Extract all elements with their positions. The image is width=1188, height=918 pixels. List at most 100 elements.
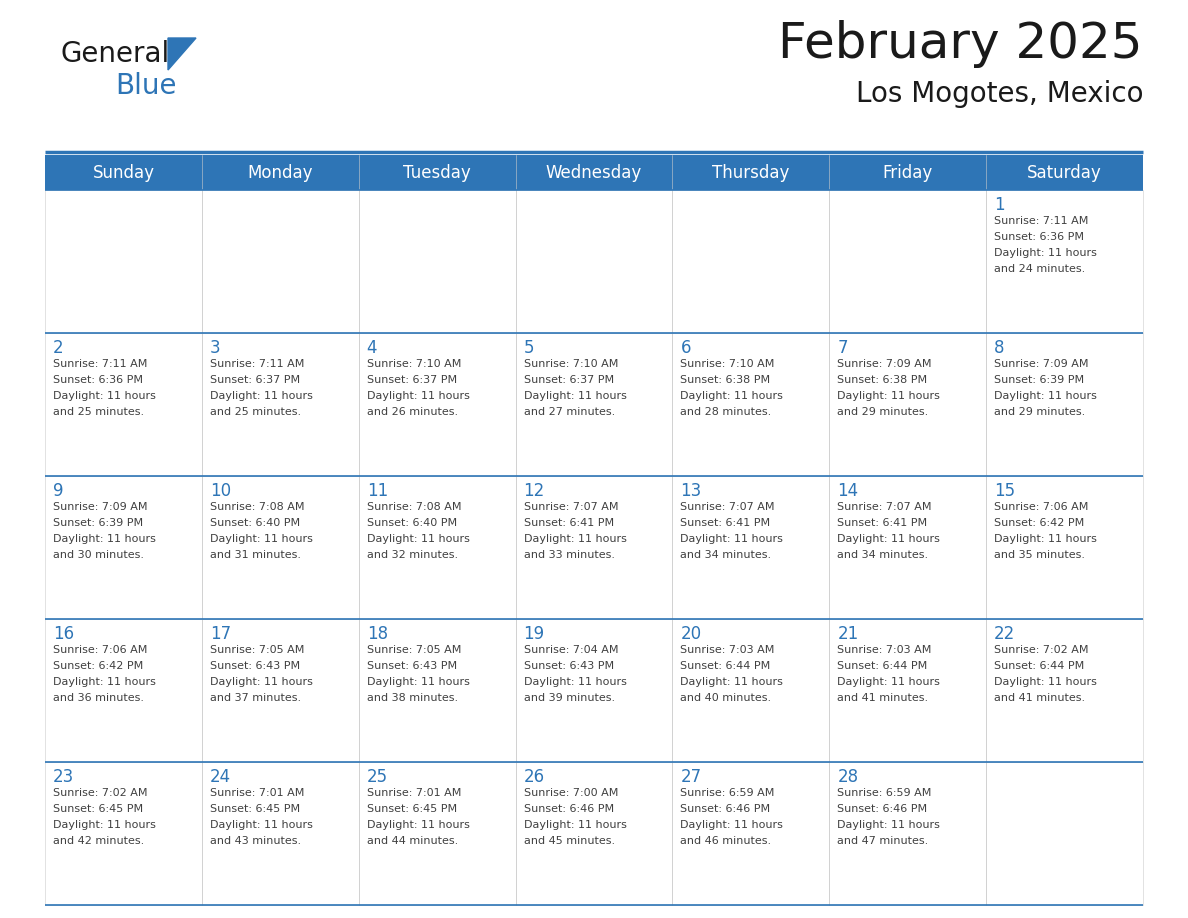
Text: and 27 minutes.: and 27 minutes.: [524, 407, 615, 417]
Text: Sunset: 6:40 PM: Sunset: 6:40 PM: [367, 518, 457, 528]
Text: Sunset: 6:45 PM: Sunset: 6:45 PM: [367, 804, 457, 814]
Text: and 41 minutes.: and 41 minutes.: [838, 693, 928, 703]
Text: and 25 minutes.: and 25 minutes.: [53, 407, 144, 417]
Text: and 41 minutes.: and 41 minutes.: [994, 693, 1086, 703]
Text: Sunset: 6:45 PM: Sunset: 6:45 PM: [210, 804, 301, 814]
Text: 27: 27: [681, 768, 702, 786]
Text: Sunrise: 7:06 AM: Sunrise: 7:06 AM: [53, 645, 147, 655]
Text: and 44 minutes.: and 44 minutes.: [367, 836, 457, 846]
Text: 24: 24: [210, 768, 230, 786]
Text: Wednesday: Wednesday: [545, 163, 643, 182]
Bar: [516, 190, 672, 333]
Text: Sunset: 6:36 PM: Sunset: 6:36 PM: [994, 232, 1085, 242]
Text: Sunset: 6:39 PM: Sunset: 6:39 PM: [994, 375, 1085, 385]
Bar: [45, 619, 202, 762]
Text: Friday: Friday: [883, 163, 933, 182]
Text: Daylight: 11 hours: Daylight: 11 hours: [524, 677, 626, 687]
Text: Daylight: 11 hours: Daylight: 11 hours: [367, 677, 469, 687]
Text: 5: 5: [524, 339, 535, 357]
Bar: [45, 190, 202, 333]
Bar: [202, 476, 359, 619]
Text: Sunset: 6:38 PM: Sunset: 6:38 PM: [681, 375, 771, 385]
Text: and 38 minutes.: and 38 minutes.: [367, 693, 457, 703]
Text: Sunset: 6:46 PM: Sunset: 6:46 PM: [524, 804, 614, 814]
Bar: [202, 619, 359, 762]
Text: 26: 26: [524, 768, 544, 786]
Text: General: General: [61, 40, 169, 68]
Text: 21: 21: [838, 625, 859, 643]
Text: Daylight: 11 hours: Daylight: 11 hours: [681, 534, 783, 544]
Text: Daylight: 11 hours: Daylight: 11 hours: [53, 534, 156, 544]
Text: 10: 10: [210, 482, 230, 500]
Text: 9: 9: [53, 482, 63, 500]
Text: Sunset: 6:43 PM: Sunset: 6:43 PM: [524, 661, 614, 671]
Text: Sunset: 6:45 PM: Sunset: 6:45 PM: [53, 804, 143, 814]
Text: Daylight: 11 hours: Daylight: 11 hours: [524, 534, 626, 544]
Text: 6: 6: [681, 339, 691, 357]
Text: Daylight: 11 hours: Daylight: 11 hours: [210, 391, 312, 401]
Text: 2: 2: [53, 339, 64, 357]
Text: Sunrise: 7:06 AM: Sunrise: 7:06 AM: [994, 502, 1088, 512]
Text: Daylight: 11 hours: Daylight: 11 hours: [838, 820, 940, 830]
Text: 1: 1: [994, 196, 1005, 214]
Text: 22: 22: [994, 625, 1016, 643]
Text: Sunrise: 7:01 AM: Sunrise: 7:01 AM: [367, 788, 461, 798]
Bar: [986, 619, 1143, 762]
Bar: [829, 190, 986, 333]
Text: Daylight: 11 hours: Daylight: 11 hours: [367, 391, 469, 401]
Text: Sunset: 6:44 PM: Sunset: 6:44 PM: [838, 661, 928, 671]
Text: 16: 16: [53, 625, 74, 643]
Text: Sunset: 6:37 PM: Sunset: 6:37 PM: [524, 375, 614, 385]
Text: and 24 minutes.: and 24 minutes.: [994, 264, 1086, 274]
Bar: [202, 762, 359, 905]
Text: 25: 25: [367, 768, 387, 786]
Text: Sunrise: 7:07 AM: Sunrise: 7:07 AM: [524, 502, 618, 512]
Text: and 46 minutes.: and 46 minutes.: [681, 836, 771, 846]
Text: 18: 18: [367, 625, 387, 643]
Text: Daylight: 11 hours: Daylight: 11 hours: [681, 677, 783, 687]
Text: Sunrise: 7:09 AM: Sunrise: 7:09 AM: [838, 359, 931, 369]
Text: Sunset: 6:46 PM: Sunset: 6:46 PM: [681, 804, 771, 814]
Text: 7: 7: [838, 339, 848, 357]
Text: Daylight: 11 hours: Daylight: 11 hours: [53, 820, 156, 830]
Text: Sunrise: 7:04 AM: Sunrise: 7:04 AM: [524, 645, 618, 655]
Text: Sunrise: 7:05 AM: Sunrise: 7:05 AM: [367, 645, 461, 655]
Text: Blue: Blue: [115, 72, 177, 100]
Bar: [45, 333, 202, 476]
Text: Sunrise: 7:10 AM: Sunrise: 7:10 AM: [367, 359, 461, 369]
Text: Sunrise: 6:59 AM: Sunrise: 6:59 AM: [681, 788, 775, 798]
Text: Thursday: Thursday: [712, 163, 790, 182]
Text: Sunset: 6:44 PM: Sunset: 6:44 PM: [994, 661, 1085, 671]
Bar: [672, 155, 829, 190]
Bar: [359, 333, 516, 476]
Bar: [359, 476, 516, 619]
Text: 8: 8: [994, 339, 1005, 357]
Text: 13: 13: [681, 482, 702, 500]
Text: and 26 minutes.: and 26 minutes.: [367, 407, 457, 417]
Text: Sunset: 6:37 PM: Sunset: 6:37 PM: [210, 375, 301, 385]
Text: and 31 minutes.: and 31 minutes.: [210, 550, 301, 560]
Text: Daylight: 11 hours: Daylight: 11 hours: [838, 534, 940, 544]
Text: and 33 minutes.: and 33 minutes.: [524, 550, 614, 560]
Text: 15: 15: [994, 482, 1016, 500]
Text: Sunset: 6:41 PM: Sunset: 6:41 PM: [681, 518, 771, 528]
Text: Sunrise: 7:08 AM: Sunrise: 7:08 AM: [367, 502, 461, 512]
Text: Sunset: 6:42 PM: Sunset: 6:42 PM: [53, 661, 144, 671]
Bar: [829, 476, 986, 619]
Text: and 39 minutes.: and 39 minutes.: [524, 693, 614, 703]
Text: Daylight: 11 hours: Daylight: 11 hours: [367, 534, 469, 544]
Bar: [202, 155, 359, 190]
Text: 28: 28: [838, 768, 859, 786]
Bar: [672, 190, 829, 333]
Text: Sunset: 6:38 PM: Sunset: 6:38 PM: [838, 375, 928, 385]
Text: Daylight: 11 hours: Daylight: 11 hours: [994, 534, 1097, 544]
Bar: [672, 762, 829, 905]
Text: Daylight: 11 hours: Daylight: 11 hours: [53, 677, 156, 687]
Text: 20: 20: [681, 625, 702, 643]
Text: Daylight: 11 hours: Daylight: 11 hours: [838, 677, 940, 687]
Text: and 32 minutes.: and 32 minutes.: [367, 550, 457, 560]
Text: Sunset: 6:43 PM: Sunset: 6:43 PM: [367, 661, 457, 671]
Bar: [45, 476, 202, 619]
Bar: [45, 762, 202, 905]
Text: Daylight: 11 hours: Daylight: 11 hours: [53, 391, 156, 401]
